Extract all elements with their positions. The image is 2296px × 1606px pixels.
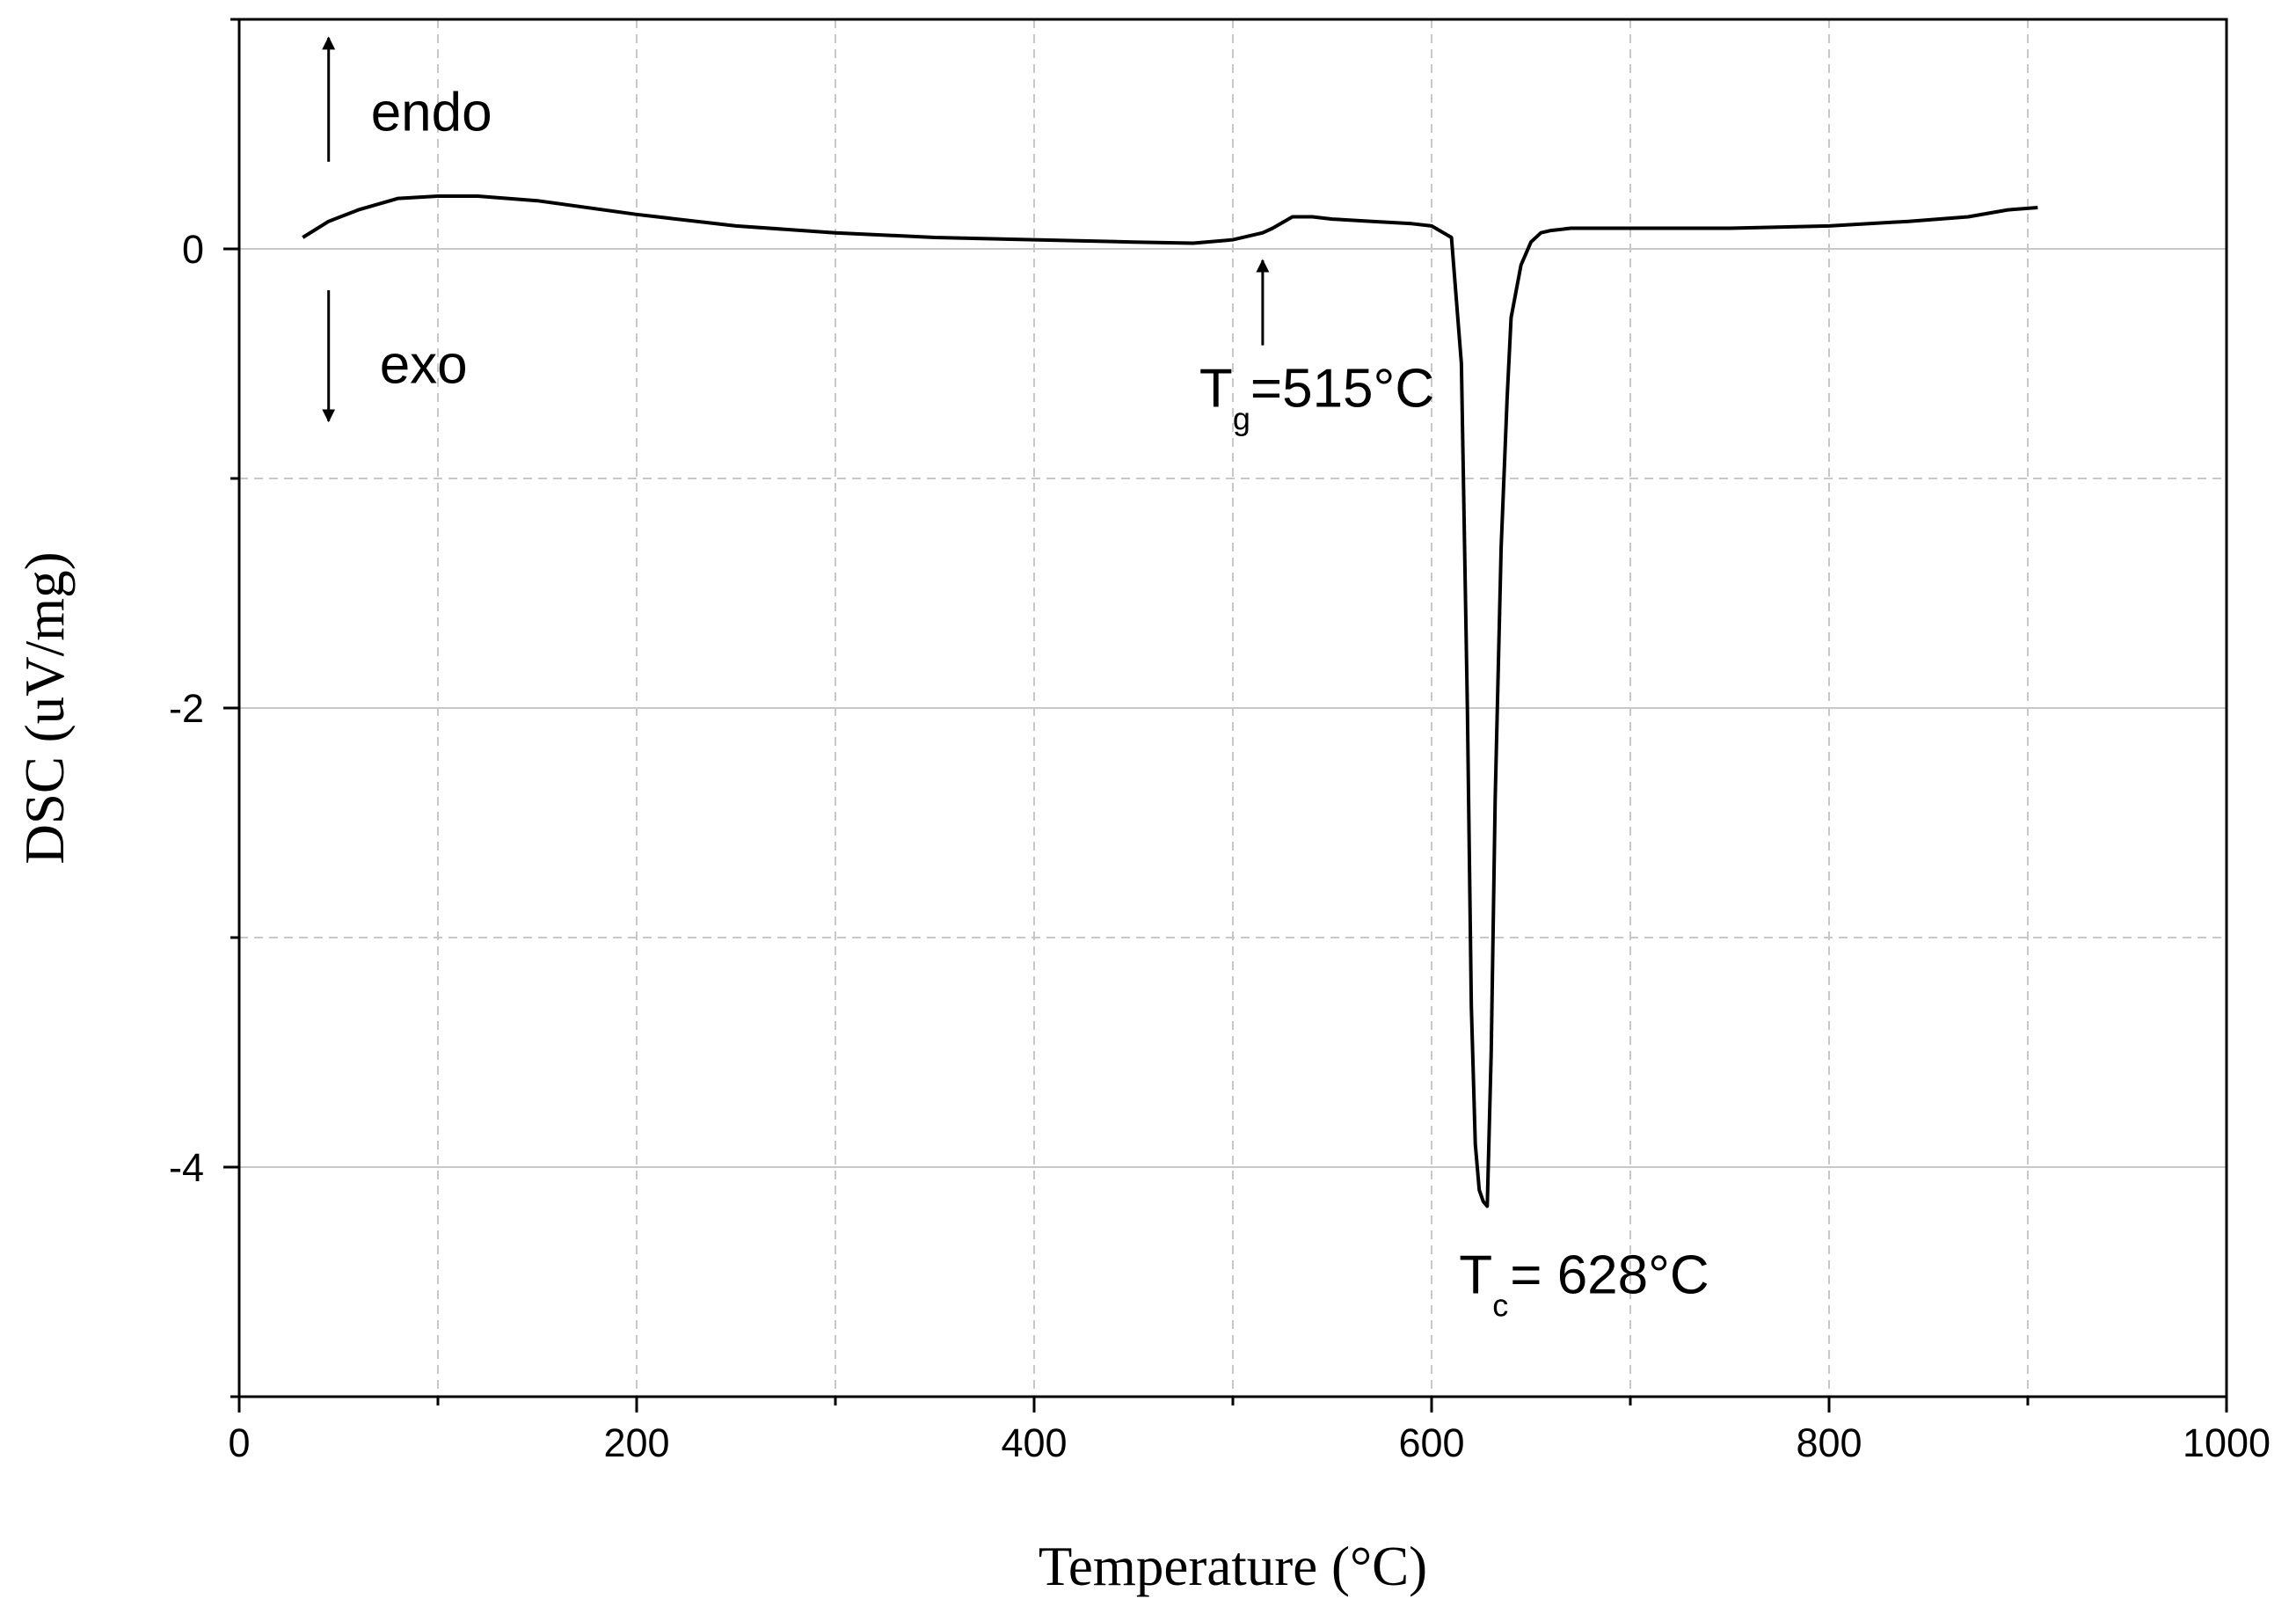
tg-label-sub: g <box>1233 401 1250 437</box>
tg-label-value: =515°C <box>1250 359 1434 420</box>
y-tick-label: -2 <box>169 686 204 731</box>
x-tick-label: 600 <box>1398 1420 1464 1465</box>
x-tick-label: 1000 <box>2183 1420 2270 1465</box>
y-axis-title: DSC (uV/mg) <box>14 551 76 864</box>
y-tick-label: -4 <box>169 1145 204 1190</box>
x-axis-title: Temperature (°C) <box>1039 1536 1427 1597</box>
y-tick-label: 0 <box>182 227 204 272</box>
exo-label: exo <box>380 335 468 396</box>
x-tick-label: 200 <box>603 1420 669 1465</box>
tc-label-main: T <box>1459 1245 1492 1306</box>
dsc-curve <box>302 194 2038 1208</box>
tc-label-sub: c <box>1492 1288 1508 1324</box>
endo-label: endo <box>371 82 492 142</box>
tc-label-value: = 628°C <box>1510 1245 1709 1306</box>
x-tick-label: 0 <box>228 1420 250 1465</box>
x-tick-label: 800 <box>1796 1420 1862 1465</box>
x-tick-label: 400 <box>1001 1420 1067 1465</box>
tg-label-main: T <box>1199 359 1233 420</box>
